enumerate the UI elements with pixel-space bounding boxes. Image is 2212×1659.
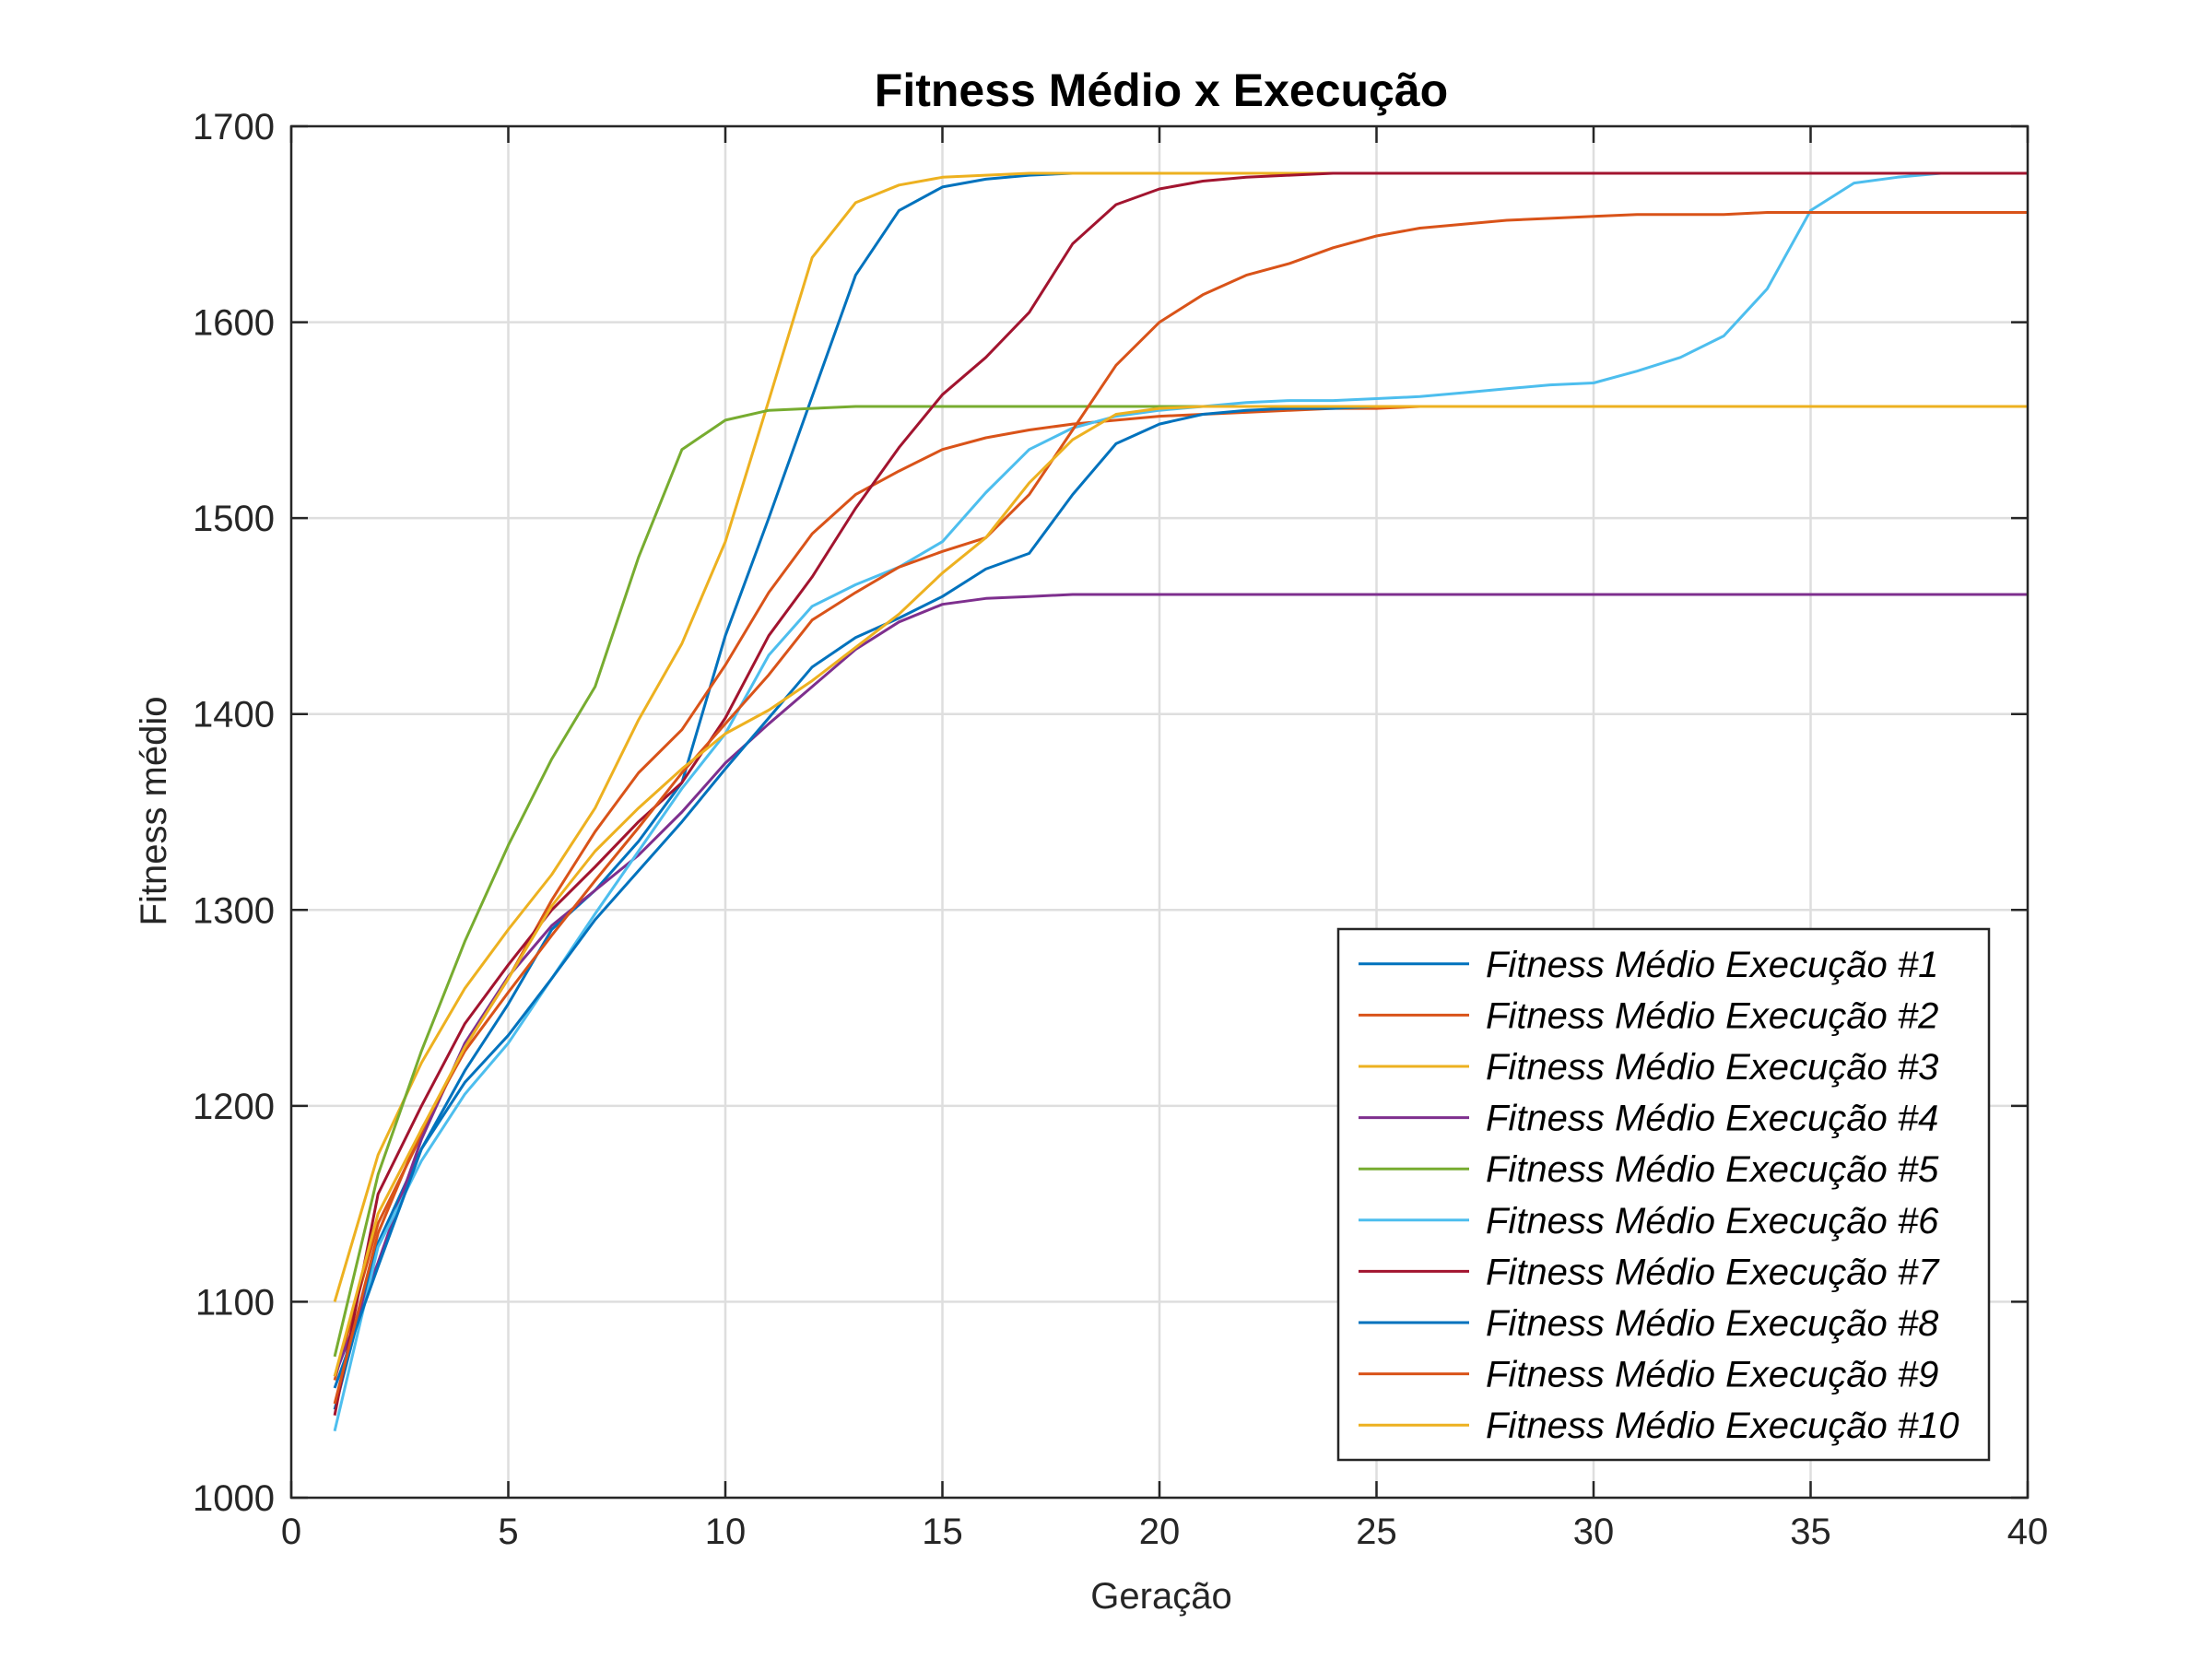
series-lines [333, 171, 2028, 1432]
y-tick-label: 1100 [195, 1282, 275, 1323]
series-line-9 [333, 211, 2028, 1405]
y-tick-label: 1700 [193, 107, 275, 147]
y-axis-label: Fitness médio [134, 697, 174, 926]
legend-items: Fitness Médio Execução #1 Fitness Médio E… [1359, 945, 1959, 1446]
legend-label-6: Fitness Médio Execução #6 [1486, 1201, 1939, 1241]
y-tick-label: 1000 [193, 1478, 275, 1519]
axis-ticks: 0 5 10 15 20 25 30 35 40 1000 1100 1200 1300 1400 1500… [193, 107, 2048, 1552]
y-tick-label: 1600 [193, 303, 275, 344]
y-tick-label: 1500 [193, 499, 275, 539]
legend-box [1336, 927, 1991, 1462]
x-axis-label: Geração [1090, 1576, 1231, 1617]
legend-label-9: Fitness Médio Execução #9 [1486, 1355, 1938, 1395]
y-tick-label: 1200 [193, 1087, 275, 1127]
series-line-10 [333, 405, 2028, 1377]
x-tick-label: 20 [1139, 1512, 1181, 1552]
legend-label-10: Fitness Médio Execução #10 [1486, 1406, 1959, 1446]
y-tick-label: 1400 [193, 695, 275, 735]
x-tick-label: 25 [1356, 1512, 1397, 1552]
legend: Fitness Médio Execução #1 Fitness Médio E… [1336, 927, 1991, 1462]
series-line-4 [333, 593, 2028, 1377]
x-tick-label: 5 [498, 1512, 518, 1552]
legend-label-8: Fitness Médio Execução #8 [1486, 1303, 1939, 1344]
x-tick-label: 0 [281, 1512, 301, 1552]
legend-label-1: Fitness Médio Execução #1 [1486, 945, 1938, 985]
y-tick-label: 1300 [193, 890, 275, 931]
x-tick-label: 10 [705, 1512, 747, 1552]
chart-title: Fitness Médio x Execução [875, 65, 1448, 116]
x-tick-label: 40 [2007, 1512, 2049, 1552]
x-tick-label: 30 [1573, 1512, 1615, 1552]
series-line-7 [333, 171, 2028, 1416]
legend-label-4: Fitness Médio Execução #4 [1486, 1099, 1938, 1139]
x-tick-label: 35 [1790, 1512, 1831, 1552]
legend-label-5: Fitness Médio Execução #5 [1486, 1149, 1939, 1190]
legend-label-3: Fitness Médio Execução #3 [1486, 1047, 1938, 1088]
legend-label-7: Fitness Médio Execução #7 [1486, 1252, 1940, 1292]
x-tick-label: 15 [922, 1512, 963, 1552]
legend-label-2: Fitness Médio Execução #2 [1486, 995, 1938, 1036]
